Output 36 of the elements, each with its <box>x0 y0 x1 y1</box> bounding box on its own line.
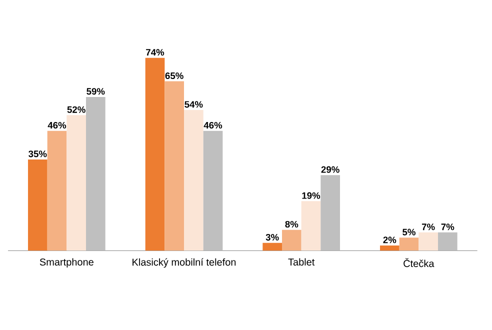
data-label: 59% <box>86 88 105 95</box>
data-label: 8% <box>285 220 298 228</box>
data-label: 74% <box>146 49 164 56</box>
data-label: 29% <box>321 166 340 173</box>
data-label: 7% <box>441 224 454 230</box>
data-label: 7% <box>422 224 435 230</box>
bar <box>145 58 165 251</box>
bar <box>28 159 48 251</box>
bar <box>380 245 400 251</box>
data-label: 5% <box>402 228 416 236</box>
x-tick-label: Smartphone <box>40 258 94 268</box>
data-label: 46% <box>48 122 66 129</box>
x-tick-label: Klasický mobilní telefon <box>132 258 236 268</box>
data-label: 19% <box>302 192 320 199</box>
bar <box>301 201 321 251</box>
x-tick-label: Čtečka <box>404 258 434 268</box>
x-tick-label: Tablet <box>288 258 315 266</box>
data-label: 65% <box>165 72 184 80</box>
bar <box>438 232 458 251</box>
bar <box>47 130 67 251</box>
data-label: 46% <box>204 122 222 129</box>
bar <box>164 81 184 251</box>
bar <box>262 242 282 251</box>
bar <box>399 238 419 251</box>
bar <box>86 96 106 251</box>
data-label: 35% <box>28 150 47 158</box>
bar <box>66 115 86 251</box>
data-label: 3% <box>266 234 279 241</box>
bar <box>320 175 340 251</box>
data-label: 2% <box>383 236 396 244</box>
bar <box>203 130 223 251</box>
data-label: 52% <box>67 106 86 113</box>
bar <box>418 232 438 251</box>
data-label: 54% <box>184 101 203 108</box>
bar <box>282 230 302 251</box>
bar <box>184 110 204 251</box>
